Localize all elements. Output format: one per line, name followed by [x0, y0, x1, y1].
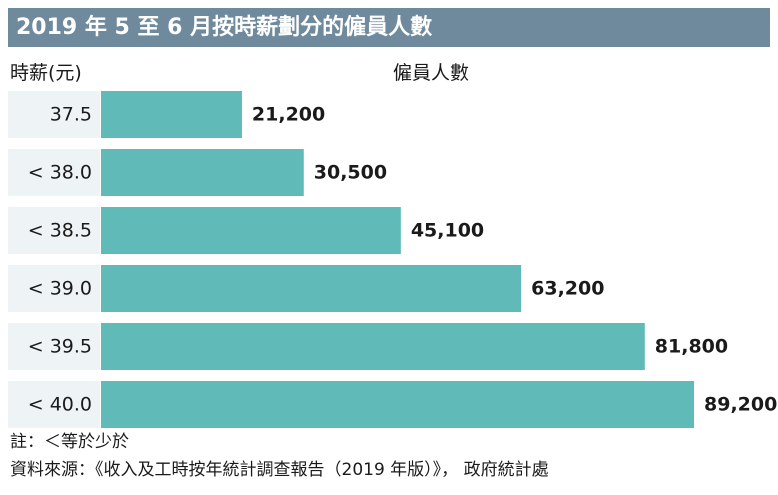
bar — [101, 323, 645, 370]
category-label: < 40.0 — [28, 394, 92, 416]
bar — [101, 91, 242, 138]
category-label-bg — [8, 149, 100, 196]
data-label: 63,200 — [531, 278, 604, 300]
data-label: 89,200 — [704, 394, 777, 416]
bar — [101, 149, 304, 196]
bar — [101, 207, 401, 254]
category-label-bg — [8, 207, 100, 254]
category-label: < 38.5 — [28, 220, 92, 242]
category-label: < 39.5 — [28, 336, 92, 358]
data-label: 30,500 — [314, 162, 387, 184]
bar — [101, 265, 522, 312]
chart-title: 2019 年 5 至 6 月按時薪劃分的僱員人數 — [8, 8, 770, 47]
category-label: 37.5 — [50, 104, 92, 126]
footnote-note: 註：＜等於少於 — [10, 432, 129, 452]
category-label-bg — [8, 91, 100, 138]
x-axis-label: 僱員人數 — [393, 62, 470, 84]
category-label-bg — [8, 323, 100, 370]
data-label: 21,200 — [252, 104, 325, 126]
category-label: < 39.0 — [28, 278, 92, 300]
bar — [101, 381, 694, 428]
category-label-bg — [8, 381, 100, 428]
y-axis-label: 時薪(元) — [10, 62, 82, 84]
category-label: < 38.0 — [28, 162, 92, 184]
footnote-source: 資料來源：《收入及工時按年統計調查報告（2019 年版）》， 政府統計處 — [10, 460, 549, 480]
category-label-bg — [8, 265, 100, 312]
data-label: 81,800 — [655, 336, 728, 358]
data-label: 45,100 — [411, 220, 484, 242]
